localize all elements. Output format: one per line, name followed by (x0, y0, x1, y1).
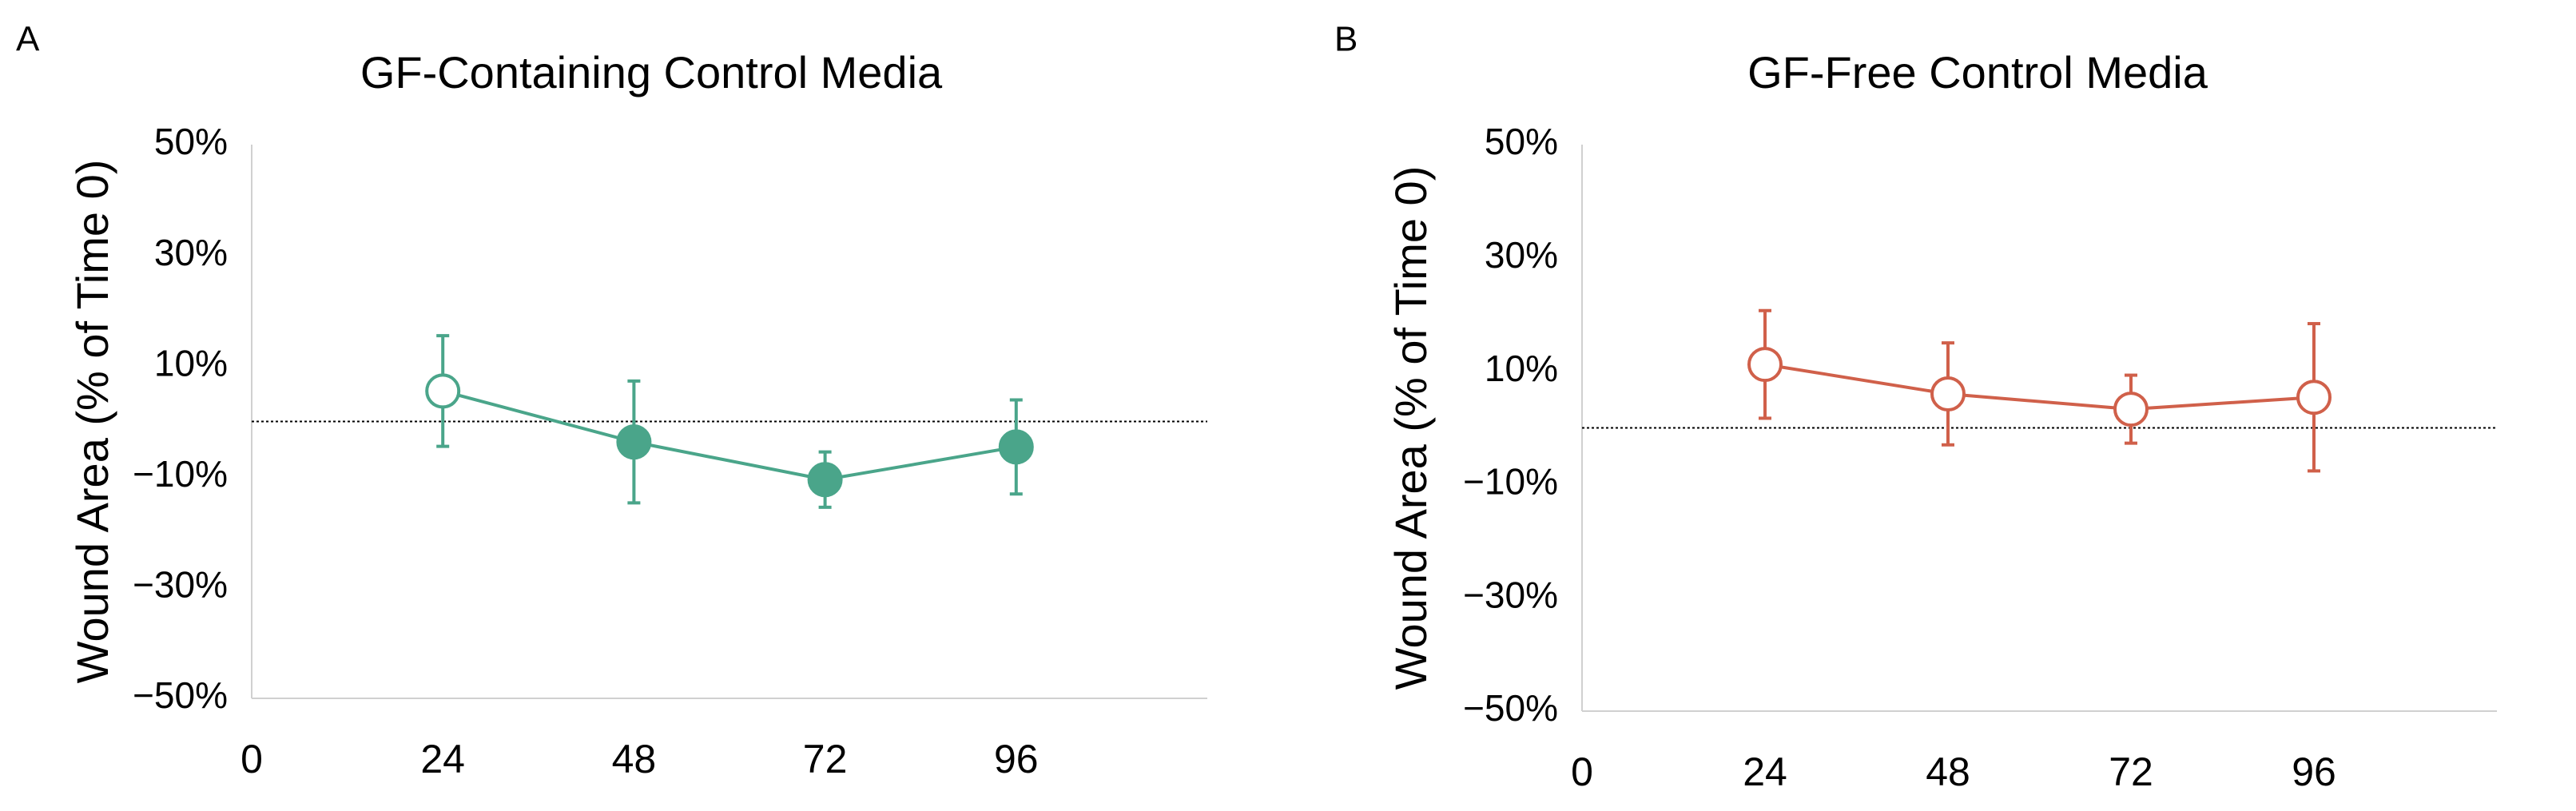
panel-label: A (16, 20, 40, 59)
marker (998, 429, 1034, 465)
marker (2113, 392, 2149, 427)
y-tick-label: −30% (133, 564, 228, 606)
x-tick-label: 96 (994, 737, 1039, 781)
x-tick-label: 0 (1571, 749, 1593, 794)
y-tick-label: 50% (154, 121, 228, 162)
marker (1930, 376, 1966, 411)
y-tick-label: −10% (133, 453, 228, 495)
y-tick-label: 30% (1485, 234, 1558, 276)
marker (1747, 347, 1783, 383)
x-tick-label: 24 (1743, 749, 1787, 794)
series-line (442, 389, 1017, 482)
x-tick-label: 72 (2109, 749, 2153, 794)
y-tick-label: 30% (154, 232, 228, 273)
y-tick-label: 50% (1485, 121, 1558, 162)
x-tick-label: 96 (2292, 749, 2336, 794)
marker (616, 424, 652, 460)
marker (2296, 380, 2332, 415)
chart-title: GF-Containing Control Media (360, 47, 943, 97)
x-tick-label: 24 (420, 737, 465, 781)
x-tick-label: 48 (612, 737, 657, 781)
y-tick-label: 10% (154, 342, 228, 384)
series-line (1764, 363, 2315, 411)
y-tick-label: −10% (1463, 461, 1558, 503)
y-axis-label: Wound Area (% of Time 0) (67, 160, 117, 684)
y-axis-label: Wound Area (% of Time 0) (1385, 166, 1436, 690)
chart-title: GF-Free Control Media (1747, 47, 2208, 97)
y-tick-label: −50% (1463, 687, 1558, 729)
x-tick-label: 72 (803, 737, 848, 781)
x-tick-label: 0 (241, 737, 263, 781)
y-tick-label: −30% (1463, 574, 1558, 615)
marker (807, 462, 843, 498)
y-tick-label: 10% (1485, 348, 1558, 389)
y-tick-label: −50% (133, 674, 228, 716)
x-tick-label: 48 (1926, 749, 1970, 794)
marker (425, 373, 461, 409)
panel-label: B (1334, 20, 1358, 59)
